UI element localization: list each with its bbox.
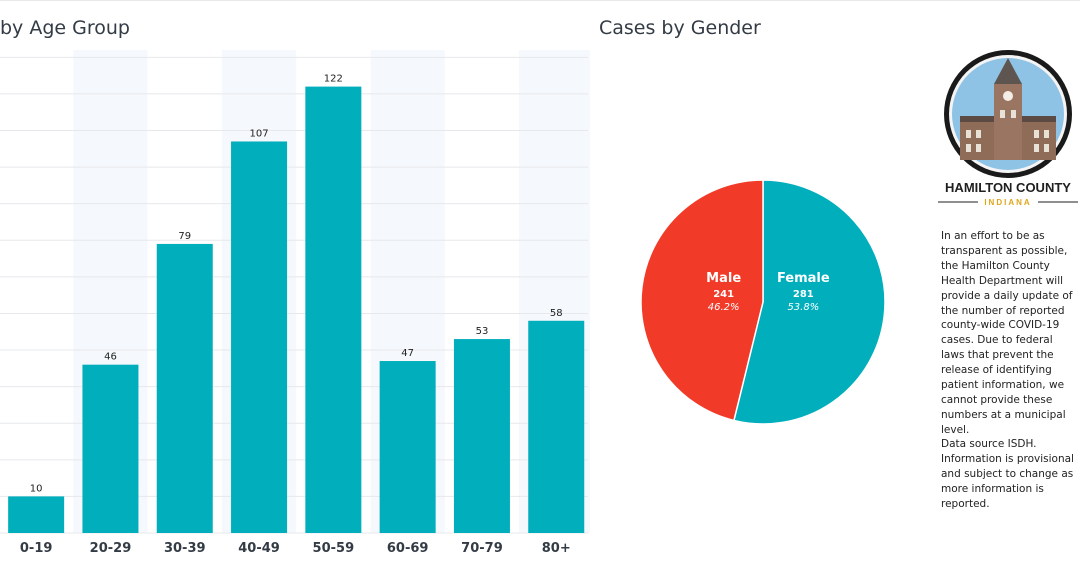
pie-label-value: 241 bbox=[713, 289, 734, 300]
category-label: 50-59 bbox=[313, 541, 355, 556]
pie-label-name: Male bbox=[706, 271, 741, 286]
bar-20-29 bbox=[82, 364, 139, 533]
category-label: 30-39 bbox=[164, 541, 206, 556]
age-group-bar-chart: 10 0-19 46 20-29 79 30-39 107 40-49 122 50-59 47 60… bbox=[0, 50, 590, 556]
bar-80+ bbox=[528, 320, 585, 533]
logo-clock-face bbox=[1003, 91, 1013, 101]
pie-label-percent: 53.8% bbox=[787, 302, 819, 313]
gender-pie-chart: Female 281 53.8% Male 241 46.2% bbox=[640, 179, 886, 425]
hamilton-county-logo: HAMILTON COUNTY INDIANA bbox=[938, 50, 1078, 207]
bar-30-39 bbox=[156, 243, 213, 533]
bar-value-label: 107 bbox=[250, 128, 269, 139]
bar-value-label: 46 bbox=[104, 352, 117, 363]
logo-subtitle: INDIANA bbox=[984, 198, 1031, 207]
top-divider bbox=[0, 0, 1080, 1]
bar-value-label: 79 bbox=[178, 231, 191, 242]
bar-value-label: 58 bbox=[550, 308, 563, 319]
age-chart-title: by Age Group bbox=[0, 17, 130, 39]
bar-value-label: 122 bbox=[324, 74, 343, 85]
pie-label-percent: 46.2% bbox=[708, 302, 740, 313]
category-label: 0-19 bbox=[20, 541, 53, 556]
bar-40-49 bbox=[231, 141, 288, 533]
bar-0-19 bbox=[8, 496, 65, 533]
pie-label-name: Female bbox=[777, 271, 830, 286]
bar-value-label: 10 bbox=[30, 483, 43, 494]
category-label: 20-29 bbox=[90, 541, 132, 556]
data-source-note: Data source ISDH. Information is provisi… bbox=[941, 438, 1074, 510]
bar-70-79 bbox=[453, 339, 510, 533]
gender-chart-title: Cases by Gender bbox=[599, 17, 761, 39]
pie-slice-male bbox=[640, 179, 764, 422]
bar-value-label: 53 bbox=[476, 326, 489, 337]
pie-label-value: 281 bbox=[793, 289, 814, 300]
logo-title: HAMILTON COUNTY bbox=[945, 180, 1071, 195]
category-label: 40-49 bbox=[238, 541, 280, 556]
bar-60-69 bbox=[379, 361, 436, 533]
category-label: 60-69 bbox=[387, 541, 429, 556]
bar-value-label: 47 bbox=[401, 348, 414, 359]
bar-50-59 bbox=[305, 86, 362, 533]
pie-slice-female bbox=[733, 179, 886, 425]
category-label: 80+ bbox=[542, 541, 571, 556]
logo-tower-roof bbox=[994, 58, 1022, 84]
transparency-note: In an effort to be as transparent as pos… bbox=[941, 230, 1073, 436]
category-label: 70-79 bbox=[461, 541, 503, 556]
